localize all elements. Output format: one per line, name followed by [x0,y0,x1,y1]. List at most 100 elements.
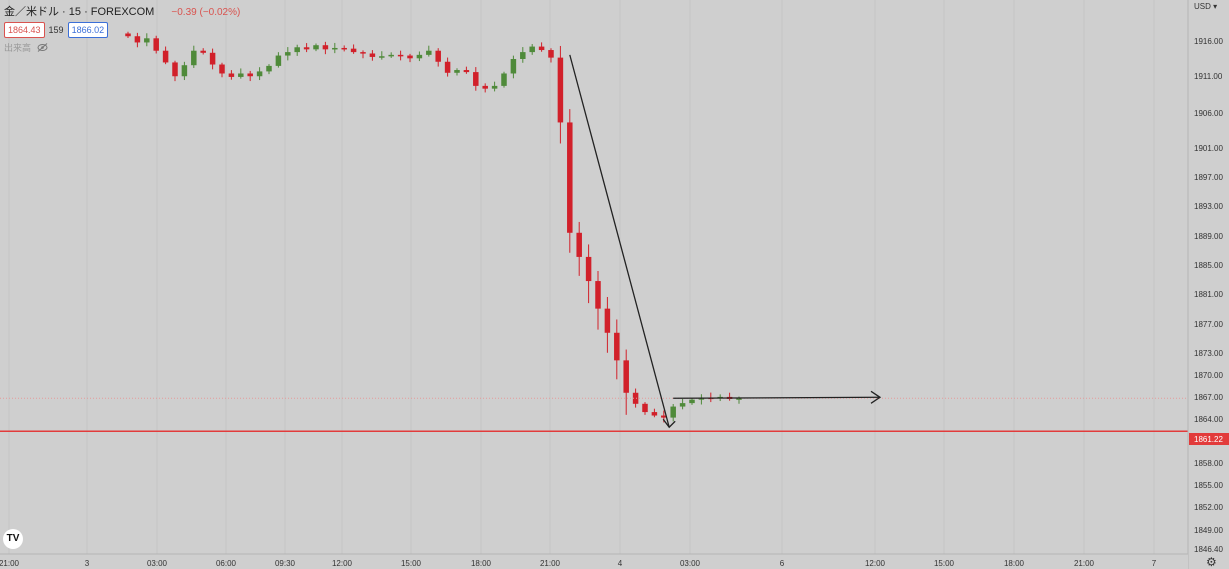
candle-body-12 [238,73,244,77]
candle-body-2 [144,38,150,43]
y-tick-label-6: 1889.00 [1194,232,1223,241]
x-tick-label-13: 15:00 [934,559,955,568]
currency-label: USD [1194,2,1211,11]
candle-body-7 [191,50,197,66]
candle-body-46 [557,57,564,123]
x-tick-label-14: 18:00 [1004,559,1025,568]
candle-body-16 [275,55,282,66]
candle-body-28 [388,54,394,57]
candle-body-39 [491,85,498,89]
candle-body-0 [125,33,131,37]
candle-body-55 [642,403,648,413]
candle-body-23 [341,47,347,50]
symbol-legend: 金／米ドル · 15 · FOREXCOM −0.39 (−0.02%) [4,3,240,19]
candle-body-32 [426,50,432,55]
x-tick-label-16: 7 [1152,559,1157,568]
trend-arrow-down [569,54,670,428]
candle-body-9 [209,52,216,65]
candle-body-33 [435,50,441,62]
candle-body-31 [416,54,423,59]
chevron-down-icon: ▾ [1210,2,1218,11]
eye-slash-icon[interactable] [37,43,48,52]
candle-body-17 [285,52,291,56]
x-tick-label-9: 4 [618,559,623,568]
y-tick-label-12: 1867.00 [1194,393,1223,402]
candle-body-43 [529,46,535,53]
candle-body-48 [576,232,582,257]
candle-body-3 [153,38,159,51]
currency-selector[interactable]: USD ▾ [1194,2,1217,11]
candle-body-56 [651,412,658,416]
candle-body-57 [661,415,667,418]
candle-body-52 [614,332,620,361]
sell-button[interactable]: 1864.43 [4,22,45,38]
time-axis-background [0,554,1188,569]
x-tick-label-8: 21:00 [540,559,561,568]
x-tick-label-11: 6 [780,559,785,568]
x-tick-label-2: 03:00 [147,559,168,568]
x-tick-label-12: 12:00 [865,559,886,568]
y-tick-label-14: 1861.22 [1194,435,1223,444]
x-tick-label-4: 09:30 [275,559,296,568]
y-tick-label-3: 1901.00 [1194,144,1223,153]
x-tick-label-3: 06:00 [216,559,237,568]
y-tick-label-8: 1881.00 [1194,290,1223,299]
candle-body-20 [313,45,319,50]
y-tick-label-15: 1858.00 [1194,459,1223,468]
candle-body-15 [266,65,272,72]
candle-body-40 [501,73,507,86]
x-tick-label-0: 21:00 [0,559,20,568]
candle-body-10 [219,64,225,74]
x-tick-label-15: 21:00 [1074,559,1095,568]
candle-body-30 [407,55,413,59]
candle-body-8 [200,50,206,53]
x-tick-label-6: 15:00 [401,559,422,568]
candle-body-4 [162,50,169,63]
trend-arrow-right-head [870,390,882,404]
y-tick-label-2: 1906.00 [1194,109,1223,118]
candle-body-6 [181,65,188,77]
candle-body-26 [369,53,376,57]
candle-body-21 [322,45,329,50]
trade-buttons: 1864.43 159 1866.02 [4,22,109,38]
candle-body-49 [585,256,592,282]
candle-body-50 [595,281,601,309]
volume-label: 出来高 [4,43,32,53]
candle-body-1 [134,36,141,43]
candle-body-13 [247,73,253,77]
candle-body-24 [350,48,357,53]
buy-button[interactable]: 1866.02 [67,22,109,38]
trend-arrow-right [673,396,881,399]
y-tick-label-7: 1885.00 [1194,261,1223,270]
candle-body-53 [623,360,629,393]
y-tick-label-17: 1852.00 [1194,503,1223,512]
candle-body-44 [538,46,545,51]
y-tick-label-16: 1855.00 [1194,481,1223,490]
candle-body-37 [473,72,479,86]
candle-body-29 [397,54,404,57]
candle-body-42 [520,52,526,59]
candle-body-38 [482,85,488,89]
candle-body-59 [679,403,686,407]
candle-body-5 [172,62,178,77]
candle-body-58 [670,406,676,418]
y-tick-label-13: 1864.00 [1194,415,1223,424]
tradingview-logo: TV [3,529,23,549]
symbol-title: 金／米ドル · 15 · FOREXCOM [4,6,155,18]
y-tick-label-19: 1846.40 [1194,545,1223,554]
y-tick-label-0: 1916.00 [1194,37,1223,46]
price-axis-background [1188,0,1229,569]
candle-body-54 [632,392,639,404]
y-tick-label-11: 1870.00 [1194,371,1223,380]
trend-arrow-down-head [662,418,676,429]
candle-body-18 [294,47,300,53]
y-tick-label-1: 1911.00 [1194,72,1223,81]
candle-body-41 [510,58,517,74]
x-tick-label-1: 3 [85,559,90,568]
y-tick-label-9: 1877.00 [1194,320,1223,329]
y-tick-label-18: 1849.00 [1194,526,1223,535]
x-tick-label-5: 12:00 [332,559,353,568]
gear-icon[interactable]: ⚙ [1206,555,1217,569]
